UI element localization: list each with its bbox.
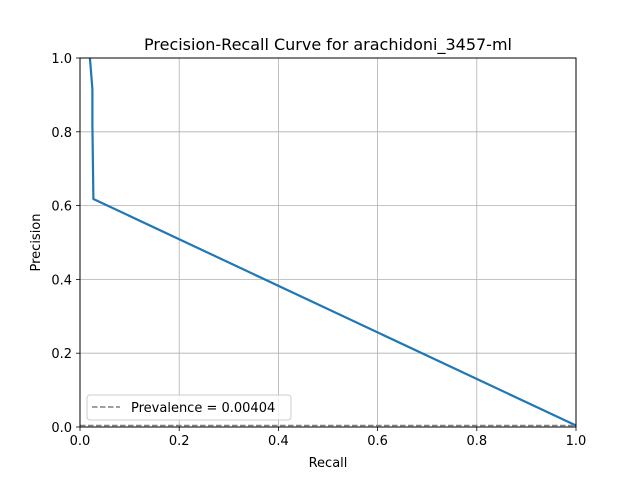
chart-title: Precision-Recall Curve for arachidoni_34… (144, 35, 512, 55)
y-axis-label: Precision (29, 213, 44, 271)
x-axis-label: Recall (309, 456, 348, 471)
y-tick-label: 0.2 (51, 347, 72, 362)
legend: Prevalence = 0.00404 (86, 394, 292, 421)
x-tick-label: 0.2 (169, 434, 190, 449)
plot-frame (79, 57, 577, 428)
series-layer (80, 57, 577, 427)
y-tick-label: 0.0 (51, 421, 72, 436)
ticks: 0.0 0.2 0.4 0.6 0.8 1.0 0.0 0.2 0.4 0.6 0.8 1.0 (51, 52, 586, 449)
x-tick-label: 0.6 (367, 434, 388, 449)
y-tick-label: 0.4 (51, 273, 72, 288)
x-tick-label: 0.8 (466, 434, 487, 449)
pr-curve-line (88, 57, 577, 427)
x-tick-label: 0.4 (268, 434, 289, 449)
y-tick-label: 0.6 (51, 200, 72, 215)
y-tick-label: 1.0 (51, 52, 72, 67)
legend-prevalence-label: Prevalence = 0.00404 (131, 401, 275, 416)
legend-box (86, 394, 292, 421)
x-tick-label: 1.0 (566, 434, 587, 449)
grid (79, 57, 577, 428)
x-tick-label: 0.0 (70, 434, 91, 449)
y-tick-label: 0.8 (51, 126, 72, 141)
